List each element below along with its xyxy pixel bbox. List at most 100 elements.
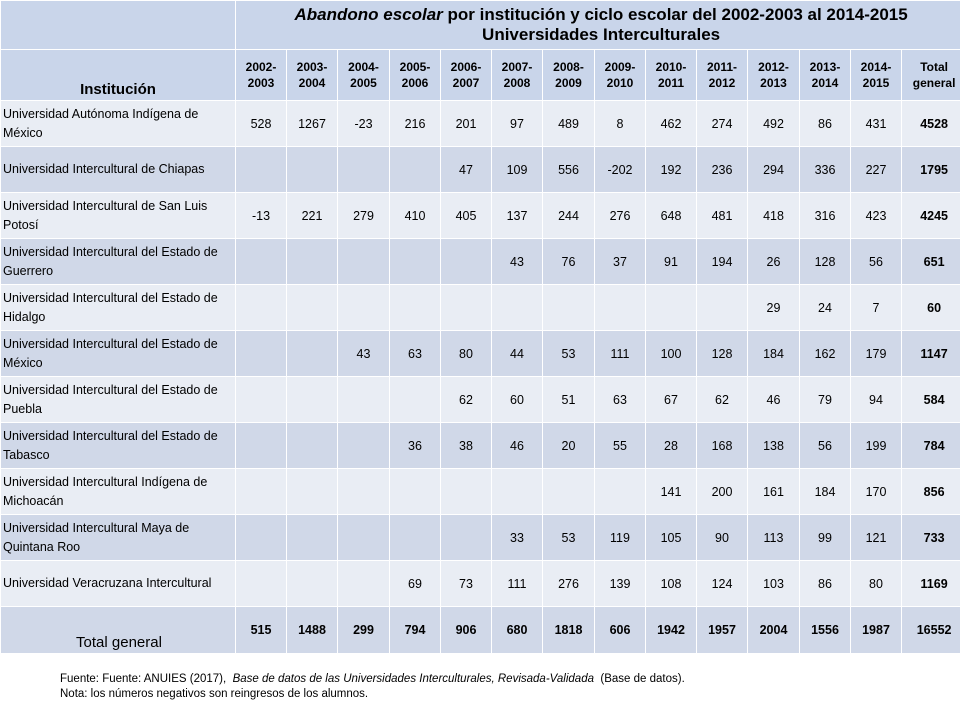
value-cell bbox=[389, 376, 441, 423]
table-row: Universidad Intercultural del Estado de … bbox=[0, 330, 960, 377]
year-header: 2007- 2008 bbox=[491, 49, 543, 101]
value-cell: 43 bbox=[491, 238, 543, 285]
value-cell: 97 bbox=[491, 100, 543, 147]
value-cell: 46 bbox=[491, 422, 543, 469]
source-line: Fuente: Fuente: ANUIES (2017), Base de d… bbox=[60, 672, 685, 687]
value-cell: 86 bbox=[799, 100, 851, 147]
value-cell: 43 bbox=[337, 330, 390, 377]
value-cell bbox=[491, 284, 543, 331]
institution-name: Universidad Autónoma Indígena de México bbox=[0, 100, 236, 147]
institution-name: Universidad Intercultural del Estado de … bbox=[0, 284, 236, 331]
value-cell: 80 bbox=[440, 330, 492, 377]
row-total-cell: 784 bbox=[900, 422, 960, 469]
value-cell: 47 bbox=[440, 146, 492, 193]
value-cell bbox=[286, 284, 338, 331]
value-cell: 91 bbox=[645, 238, 697, 285]
value-cell: 236 bbox=[696, 146, 748, 193]
value-cell: -202 bbox=[594, 146, 646, 193]
value-cell: 137 bbox=[491, 192, 543, 239]
value-cell bbox=[594, 468, 646, 515]
value-cell: 528 bbox=[235, 100, 287, 147]
value-cell: -13 bbox=[235, 192, 287, 239]
year-header: 2005- 2006 bbox=[389, 49, 441, 101]
row-total-cell: 4245 bbox=[900, 192, 960, 239]
value-cell: 99 bbox=[799, 514, 851, 561]
value-cell: 276 bbox=[594, 192, 646, 239]
value-cell: 244 bbox=[542, 192, 595, 239]
value-cell: 201 bbox=[440, 100, 492, 147]
value-cell bbox=[542, 284, 595, 331]
value-cell bbox=[286, 468, 338, 515]
year-header: 2008- 2009 bbox=[542, 49, 595, 101]
footer: Fuente: Fuente: ANUIES (2017), Base de d… bbox=[60, 672, 685, 702]
year-header: 2014- 2015 bbox=[850, 49, 902, 101]
value-cell: 200 bbox=[696, 468, 748, 515]
row-total-cell: 733 bbox=[900, 514, 960, 561]
value-cell: 60 bbox=[491, 376, 543, 423]
institution-name: Universidad Intercultural Indígena de Mi… bbox=[0, 468, 236, 515]
row-total-cell: 651 bbox=[900, 238, 960, 285]
value-cell: 184 bbox=[799, 468, 851, 515]
column-total-cell: 1942 bbox=[645, 606, 697, 654]
value-cell: 46 bbox=[747, 376, 800, 423]
value-cell bbox=[440, 284, 492, 331]
grand-total-cell: 16552 bbox=[900, 606, 960, 654]
source-italic: Base de datos de las Universidades Inter… bbox=[232, 673, 594, 685]
value-cell bbox=[235, 330, 287, 377]
value-cell bbox=[337, 284, 390, 331]
value-cell: 192 bbox=[645, 146, 697, 193]
row-total-cell: 1147 bbox=[900, 330, 960, 377]
value-cell: 29 bbox=[747, 284, 800, 331]
value-cell bbox=[286, 422, 338, 469]
institution-name: Universidad Intercultural del Estado de … bbox=[0, 376, 236, 423]
value-cell: 33 bbox=[491, 514, 543, 561]
value-cell bbox=[235, 560, 287, 607]
value-cell: 279 bbox=[337, 192, 390, 239]
value-cell bbox=[235, 284, 287, 331]
value-cell bbox=[594, 284, 646, 331]
value-cell: 128 bbox=[799, 238, 851, 285]
value-cell bbox=[389, 284, 441, 331]
value-cell: 179 bbox=[850, 330, 902, 377]
row-total-cell: 584 bbox=[900, 376, 960, 423]
table-row: Universidad Autónoma Indígena de México 5… bbox=[0, 100, 960, 147]
value-cell: 168 bbox=[696, 422, 748, 469]
value-cell bbox=[337, 422, 390, 469]
value-cell: 51 bbox=[542, 376, 595, 423]
value-cell: 62 bbox=[696, 376, 748, 423]
value-cell: 294 bbox=[747, 146, 800, 193]
value-cell: 100 bbox=[645, 330, 697, 377]
value-cell: 56 bbox=[799, 422, 851, 469]
column-total-cell: 680 bbox=[491, 606, 543, 654]
column-total-cell: 1556 bbox=[799, 606, 851, 654]
value-cell bbox=[491, 468, 543, 515]
value-cell: 67 bbox=[645, 376, 697, 423]
year-header: 2002- 2003 bbox=[235, 49, 287, 101]
value-cell: 423 bbox=[850, 192, 902, 239]
value-cell: 124 bbox=[696, 560, 748, 607]
total-label: Total general bbox=[0, 606, 236, 654]
value-cell: 108 bbox=[645, 560, 697, 607]
value-cell bbox=[440, 238, 492, 285]
total-header: Total general bbox=[900, 49, 960, 101]
value-cell: 86 bbox=[799, 560, 851, 607]
value-cell: 227 bbox=[850, 146, 902, 193]
value-cell: 53 bbox=[542, 330, 595, 377]
value-cell: 431 bbox=[850, 100, 902, 147]
institution-name: Universidad Intercultural de Chiapas bbox=[0, 146, 236, 193]
note-line: Nota: los números negativos son reingres… bbox=[60, 688, 369, 700]
table-row: Universidad Intercultural del Estado de … bbox=[0, 284, 960, 331]
column-total-cell: 1488 bbox=[286, 606, 338, 654]
value-cell: 79 bbox=[799, 376, 851, 423]
row-total-cell: 4528 bbox=[900, 100, 960, 147]
value-cell: 128 bbox=[696, 330, 748, 377]
value-cell: 103 bbox=[747, 560, 800, 607]
source-suffix: (Base de datos). bbox=[600, 673, 685, 685]
year-header: 2010- 2011 bbox=[645, 49, 697, 101]
title-rest: por institución y ciclo escolar del 2002… bbox=[447, 5, 908, 24]
institution-name: Universidad Veracruzana Intercultural bbox=[0, 560, 236, 607]
value-cell bbox=[389, 514, 441, 561]
value-cell: 73 bbox=[440, 560, 492, 607]
value-cell: 62 bbox=[440, 376, 492, 423]
value-cell bbox=[696, 284, 748, 331]
